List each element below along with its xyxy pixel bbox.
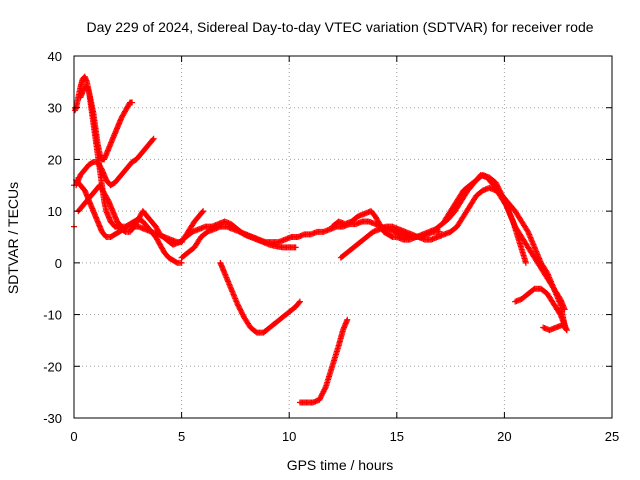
y-tick-label: 20 (48, 152, 62, 167)
data-point (296, 299, 303, 306)
y-tick-label: -10 (43, 308, 62, 323)
series-arc-7 (178, 208, 207, 246)
series-arc-3 (73, 135, 157, 189)
data-point (149, 136, 156, 143)
y-tick-label: 30 (48, 101, 62, 116)
axis-ticks: 0 5 10 15 20 25 -30 -20 -10 0 10 20 30 40 (43, 49, 619, 444)
x-tick-label: 5 (178, 429, 185, 444)
data-point (322, 385, 329, 392)
chart-title: Day 229 of 2024, Sidereal Day-to-day VTE… (86, 19, 593, 35)
data-point (562, 326, 569, 333)
y-tick-label: -20 (43, 359, 62, 374)
data-point (150, 135, 157, 142)
data-point (178, 259, 185, 266)
series-arc-8 (217, 259, 303, 336)
series-arc-13 (512, 285, 570, 334)
data-point (561, 306, 568, 313)
y-tick-label: 40 (48, 49, 62, 64)
series-arc-2 (77, 84, 136, 163)
data-point (522, 259, 529, 266)
x-tick-label: 15 (390, 429, 404, 444)
x-tick-label: 25 (605, 429, 619, 444)
x-tick-label: 20 (497, 429, 511, 444)
x-axis-label: GPS time / hours (287, 457, 394, 473)
plot-frame (73, 55, 613, 419)
data-point (498, 191, 505, 198)
y-tick-label: 10 (48, 204, 62, 219)
data-point (344, 316, 351, 323)
series-arc-5 (73, 177, 185, 246)
series-arc-9 (296, 316, 351, 406)
x-tick-label: 10 (282, 429, 296, 444)
data-point (524, 227, 531, 234)
y-tick-label: 0 (55, 256, 62, 271)
y-axis-label: SDTVAR / TECUs (5, 182, 21, 294)
data-point (292, 244, 299, 251)
data-point (556, 310, 563, 317)
data-point (199, 209, 206, 216)
x-tick-label: 0 (70, 429, 77, 444)
data-points (71, 73, 570, 406)
series-arc-4 (75, 182, 185, 266)
series-arc-1 (72, 73, 299, 251)
series-arc-12 (441, 171, 568, 313)
data-point (129, 99, 136, 106)
data-point (200, 208, 207, 215)
y-tick-label: -30 (43, 411, 62, 426)
data-point (296, 298, 303, 305)
data-point (563, 327, 570, 334)
series-arc-14 (540, 321, 570, 334)
